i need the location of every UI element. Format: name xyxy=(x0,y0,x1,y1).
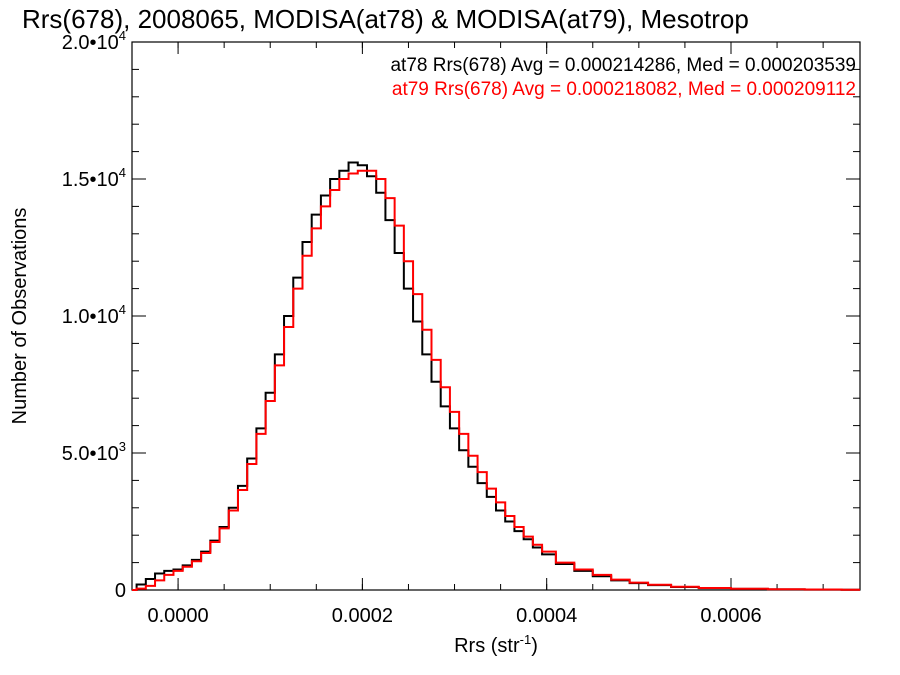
series-line-at79 xyxy=(132,169,860,591)
chart-title: Rrs(678), 2008065, MODISA(at78) & MODISA… xyxy=(22,4,749,34)
y-tick-label: 1.0•104 xyxy=(62,302,126,328)
y-tick-labels: 0 5.0•103 1.0•104 1.5•104 2.0•104 xyxy=(62,28,126,602)
series-line-at78 xyxy=(132,161,860,591)
y-tick-label: 5.0•103 xyxy=(62,439,126,465)
x-tick-label: 0.0004 xyxy=(516,605,577,627)
x-tick-labels: 0.0000 0.0002 0.0004 0.0006 xyxy=(147,605,761,627)
y-tick-label: 1.5•104 xyxy=(62,165,126,191)
y-tick-label: 2.0•104 xyxy=(62,28,126,54)
y-tick-label: 0 xyxy=(115,580,126,602)
x-tick-label: 0.0002 xyxy=(332,605,393,627)
legend-entry-at78: at78 Rrs(678) Avg = 0.000214286, Med = 0… xyxy=(390,55,856,76)
y-axis-label: Number of Observations xyxy=(9,208,31,425)
series-layer xyxy=(132,161,860,591)
legend: at78 Rrs(678) Avg = 0.000214286, Med = 0… xyxy=(390,55,856,100)
legend-entry-at79: at79 Rrs(678) Avg = 0.000218082, Med = 0… xyxy=(392,79,856,100)
x-axis-label: Rrs (str-1) xyxy=(454,632,538,657)
x-tick-label: 0.0000 xyxy=(147,605,208,627)
axis-ticks xyxy=(131,41,860,591)
x-tick-label: 0.0006 xyxy=(700,605,761,627)
